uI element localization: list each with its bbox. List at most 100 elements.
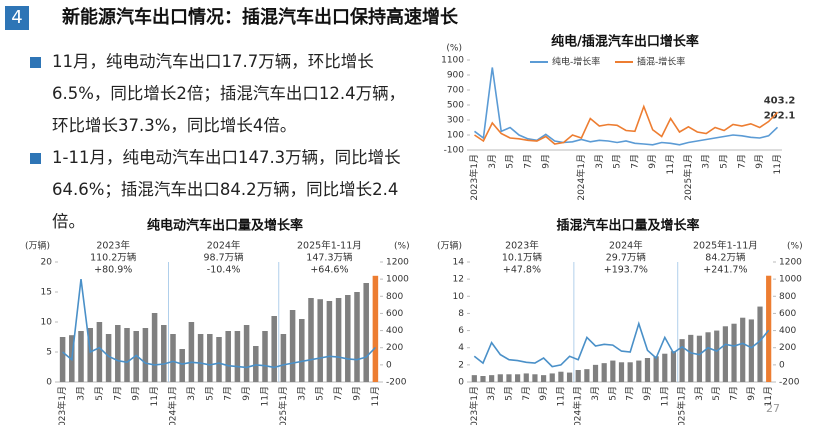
line-series bbox=[474, 104, 779, 145]
x-tick-label: 9月 bbox=[241, 386, 252, 401]
bar bbox=[705, 332, 711, 382]
annotation: 110.2万辆 bbox=[90, 252, 137, 264]
x-tick-label: 9月 bbox=[754, 154, 765, 169]
x-tick-label: 7月 bbox=[629, 154, 640, 169]
x-tick-label: 5月 bbox=[505, 154, 516, 169]
bar bbox=[243, 325, 250, 382]
x-tick-label: 3月 bbox=[487, 154, 498, 169]
bar bbox=[515, 374, 521, 382]
x-tick-label: 11月 bbox=[149, 386, 160, 406]
y-tick-label: 700 bbox=[447, 86, 464, 96]
x-tick-label: 9月 bbox=[538, 386, 549, 401]
x-tick-label: 11月 bbox=[763, 386, 774, 406]
bar bbox=[188, 322, 195, 382]
bar bbox=[179, 349, 185, 382]
bar bbox=[748, 319, 754, 382]
bar bbox=[592, 364, 599, 382]
y-tick-label: 100 bbox=[447, 131, 464, 141]
y-tick-label: 1100 bbox=[441, 56, 464, 66]
bar bbox=[610, 360, 616, 382]
y-axis-label: (%) bbox=[446, 44, 462, 54]
bar bbox=[575, 370, 581, 382]
y-tick-label: 10 bbox=[41, 318, 53, 328]
x-tick-label: 9月 bbox=[540, 154, 551, 169]
x-tick-label: 5月 bbox=[503, 386, 514, 401]
bar bbox=[471, 375, 477, 382]
bar bbox=[532, 374, 538, 382]
y2-tick-label: 600 bbox=[779, 309, 796, 319]
chart-title: 纯电动汽车出口量及增长率 bbox=[147, 218, 303, 234]
x-tick-label: 7月 bbox=[625, 386, 636, 401]
y-tick-label: 500 bbox=[447, 101, 464, 111]
bar bbox=[558, 371, 564, 382]
bar bbox=[636, 360, 642, 382]
bar bbox=[372, 275, 379, 382]
bar bbox=[345, 295, 351, 382]
y2-axis-label: (%) bbox=[787, 242, 803, 252]
annotation: +80.9% bbox=[94, 265, 132, 276]
x-tick-label: 7月 bbox=[521, 386, 532, 401]
y2-tick-label: 400 bbox=[779, 326, 796, 336]
y-tick-label: 14 bbox=[453, 258, 465, 268]
bar bbox=[87, 328, 93, 382]
x-tick-label: 3月 bbox=[76, 386, 87, 401]
x-tick-label: 7月 bbox=[729, 386, 740, 401]
legend-label: 插混-增长率 bbox=[637, 56, 685, 68]
y-tick-label: 10 bbox=[453, 292, 465, 302]
x-tick-label: 2025年1月 bbox=[277, 386, 289, 425]
bar bbox=[216, 337, 222, 382]
y2-tick-label: 200 bbox=[386, 343, 403, 353]
y-tick-label: 0 bbox=[46, 378, 52, 388]
y-tick-label: 4 bbox=[458, 343, 464, 353]
bar bbox=[335, 298, 342, 382]
annotation: 2025年1-11月 bbox=[693, 240, 758, 252]
x-tick-label: 9月 bbox=[131, 386, 142, 401]
x-tick-label: 5月 bbox=[315, 386, 326, 401]
bar bbox=[133, 331, 139, 382]
bar bbox=[662, 353, 668, 382]
bar bbox=[601, 363, 607, 382]
bar bbox=[253, 346, 259, 382]
y2-tick-label: 0 bbox=[386, 360, 392, 370]
annotation: -10.4% bbox=[207, 265, 241, 276]
x-tick-label: 9月 bbox=[647, 154, 658, 169]
x-tick-label: 5月 bbox=[607, 386, 618, 401]
bar bbox=[363, 283, 369, 382]
bar bbox=[326, 301, 333, 382]
x-tick-label: 3月 bbox=[186, 386, 197, 401]
annotation: 2024年 bbox=[207, 240, 241, 252]
y-axis-label: (万辆) bbox=[25, 240, 50, 252]
x-tick-label: 11月 bbox=[772, 154, 783, 174]
x-tick-label: 5月 bbox=[612, 154, 623, 169]
annotation: +47.8% bbox=[503, 265, 541, 276]
bar bbox=[280, 334, 287, 382]
x-tick-label: 7月 bbox=[112, 386, 123, 401]
annotation: 2024年 bbox=[609, 240, 643, 252]
legend-label: 纯电-增长率 bbox=[552, 56, 600, 68]
y-tick-label: 2 bbox=[458, 360, 464, 370]
bar bbox=[207, 334, 213, 382]
y-tick-label: 300 bbox=[447, 116, 464, 126]
bar bbox=[161, 325, 167, 382]
x-tick-label: 3月 bbox=[594, 154, 605, 169]
bar bbox=[489, 375, 495, 382]
bar bbox=[124, 328, 130, 382]
bar bbox=[584, 369, 590, 382]
x-tick-label: 5月 bbox=[711, 386, 722, 401]
x-tick-label: 11月 bbox=[555, 386, 566, 406]
bar bbox=[549, 373, 555, 382]
x-tick-label: 2025年1月 bbox=[682, 154, 694, 201]
annotation: +193.7% bbox=[604, 265, 648, 276]
y-tick-label: 6 bbox=[458, 326, 464, 336]
y2-tick-label: 800 bbox=[386, 292, 403, 302]
annotation: 98.7万辆 bbox=[204, 252, 245, 264]
bar bbox=[670, 351, 677, 382]
data-label: 403.2 bbox=[764, 95, 796, 106]
y2-tick-label: 200 bbox=[779, 343, 796, 353]
y-tick-label: 12 bbox=[453, 275, 464, 285]
line-series bbox=[474, 67, 779, 146]
annotation: 10.1万辆 bbox=[502, 252, 543, 264]
x-tick-label: 3月 bbox=[694, 386, 705, 401]
bar bbox=[105, 334, 112, 382]
